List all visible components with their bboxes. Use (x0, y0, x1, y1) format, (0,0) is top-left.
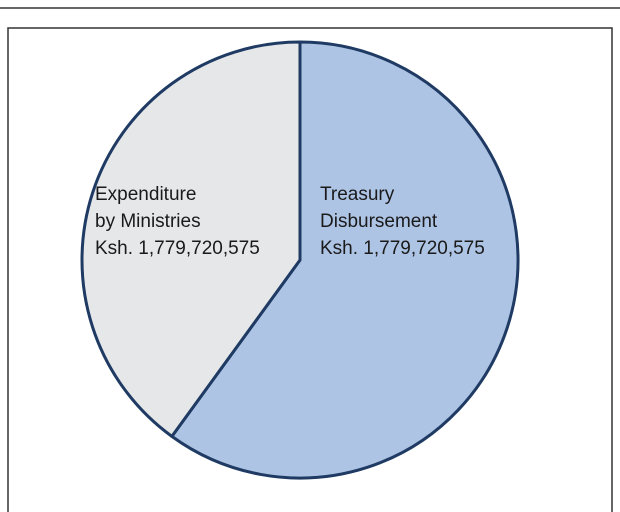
slice-label: Treasury (320, 184, 395, 205)
pie-slice (170, 40, 520, 480)
pie-slice (80, 40, 302, 438)
frame (7, 27, 613, 512)
slice-label: Expenditure (95, 184, 196, 205)
slice-label: Ksh. 1,779,720,575 (95, 238, 260, 259)
slice-label: by Ministries (95, 211, 201, 232)
slice-label: Ksh. 1,779,720,575 (320, 238, 485, 259)
slice-label: Disbursement (320, 211, 438, 232)
